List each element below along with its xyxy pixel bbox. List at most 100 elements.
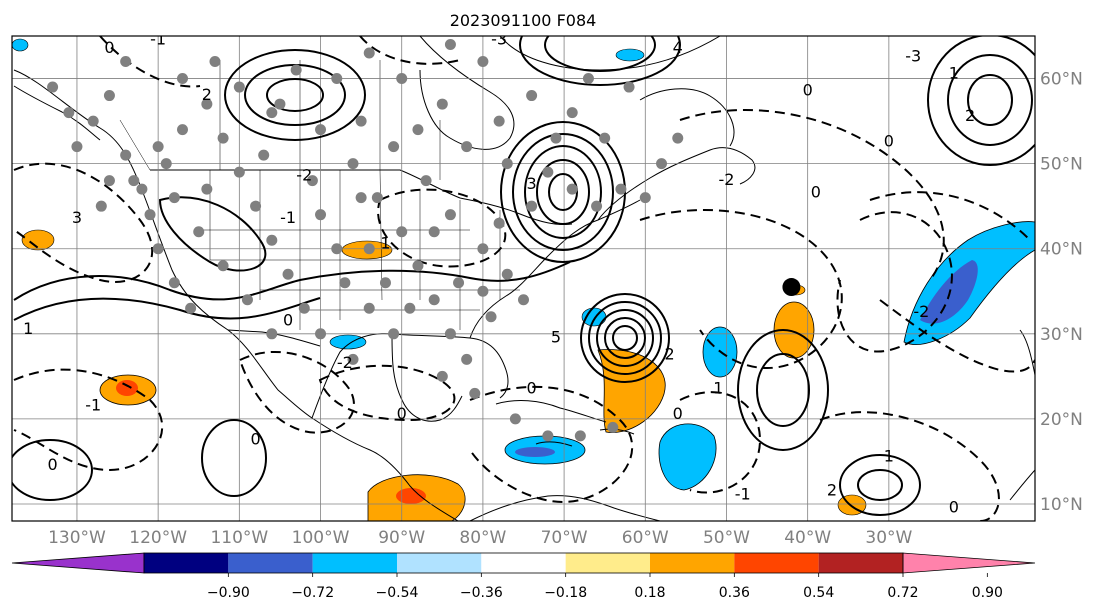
contour-label: 2 [665,344,675,363]
colorbar-tick-label: −0.18 [544,585,587,601]
contour-labels: 0 -1 2 -2 3 -1 1 0 -2 1 -1 0 0 0 3 5 0 2 1 0 -2 0 -3 1 2 0 -1 2 1 0 -2… [23,36,975,516]
contour-label: 2 [202,85,212,104]
colorbar: −0.90 −0.72 −0.54 −0.36 −0.18 0.18 0.36 0.54 0.7… [11,552,1036,601]
contour-ne-corner-3 [967,74,1013,126]
colorbar-segment [818,553,903,573]
station-dot [379,277,391,289]
lon-tick-label: 40°W [784,528,831,548]
lon-tick-label: 80°W [459,528,506,548]
station-dot [404,302,416,314]
station-dot [282,268,294,280]
contour-east-trop-2 [857,469,903,501]
dashed-contour-tropics [469,385,634,503]
station-dot [566,183,578,195]
station-dot [461,141,473,153]
station-dot [574,430,586,442]
station-dot [623,81,635,93]
contour-label: 0 [527,378,537,397]
contour-label: -1 [280,208,296,227]
lon-tick-label: 30°W [865,528,912,548]
dashed-contour-atlantic-e [879,299,1035,373]
station-dot [396,226,408,238]
station-dot [412,124,424,136]
contour-label: 1 [380,234,390,253]
coastline-hudson-bay [419,36,515,150]
contour-ne-corner-2 [947,54,1033,146]
contour-high-nw-3 [266,78,324,112]
dashed-contour-pacific-a [13,162,154,283]
station-dot [95,200,107,212]
station-dot [103,175,115,187]
station-dot [315,209,327,221]
contour-label: 1 [23,319,33,338]
contour-label: 4 [673,38,683,57]
station-dot [217,260,229,272]
map-panel: 0 -1 2 -2 3 -1 1 0 -2 1 -1 0 0 0 3 5 0 2 1 0 -2 0 -3 1 2 0 -1 2 1 0 -2… [11,35,1083,548]
station-dot [493,115,505,127]
station-dot [201,183,213,195]
lon-tick-label: 60°W [622,528,669,548]
station-dot [152,243,164,255]
station-dot [160,158,172,170]
coastline-canada-east [597,88,756,221]
contour-label: 1 [949,64,959,83]
station-dot [347,353,359,365]
colorbar-tick-label: 0.54 [803,585,834,601]
dashed-contour-gulf [318,364,456,422]
contour-label: -2 [718,170,734,189]
shade-blue-atlantic-b [658,423,717,491]
dashed-contour-far-east [819,411,1000,521]
map-frame [11,35,1036,522]
contour-ne-us-4 [536,159,590,225]
contour-label: 0 [250,429,260,448]
station-dot [388,141,400,153]
station-dot [436,98,448,110]
shade-orange-pacnw [21,229,55,251]
dashed-contour-canada-low [377,188,507,268]
station-dot [233,81,245,93]
contour-label: 0 [811,183,821,202]
contour-label: -1 [735,485,751,504]
colorbar-segment [228,553,313,573]
lat-tick-labels: 10°N 20°N 30°N 40°N 50°N 60°N [1040,70,1083,515]
station-dot [509,413,521,425]
dashed-contour-mexico [238,351,355,434]
shade-mid-ne-atlantic [920,260,978,324]
station-dot [177,73,188,85]
shading-layer [12,38,1035,521]
lon-tick-label: 70°W [541,528,588,548]
station-dot [233,166,245,178]
contour-label: -1 [85,395,101,414]
contour-label: 2 [965,106,975,125]
station-dot [290,64,302,76]
colorbar-tick-label: 0.72 [887,585,918,601]
station-dot [672,132,684,144]
station-dot [298,302,310,314]
contour-label: 0 [884,132,894,151]
contour-label: 0 [397,404,407,423]
station-dot [315,328,327,340]
station-dot [428,294,440,306]
station-dot [469,387,481,399]
contour-ne-corner-1 [927,36,1035,166]
shade-blue-gulf [329,334,367,350]
contour-pacific-west [12,439,93,501]
contour-label: 5 [551,327,561,346]
station-dot [656,158,668,170]
station-dot [526,200,538,212]
lon-tick-label: 130°W [48,528,106,548]
station-dot [526,90,538,102]
canada-province-lines [119,60,441,180]
station-dot [371,192,383,204]
station-dot [266,234,278,246]
station-dot [396,73,408,85]
colorbar-tick-label: −0.54 [376,585,419,601]
station-dot [599,132,611,144]
contour-label: -3 [905,47,921,66]
colorbar-extend-high [902,552,1036,574]
colorbar-tick-label: −0.90 [207,585,250,601]
station-dot [168,277,180,289]
station-dot [607,421,619,433]
contour-label: 0 [48,455,58,474]
